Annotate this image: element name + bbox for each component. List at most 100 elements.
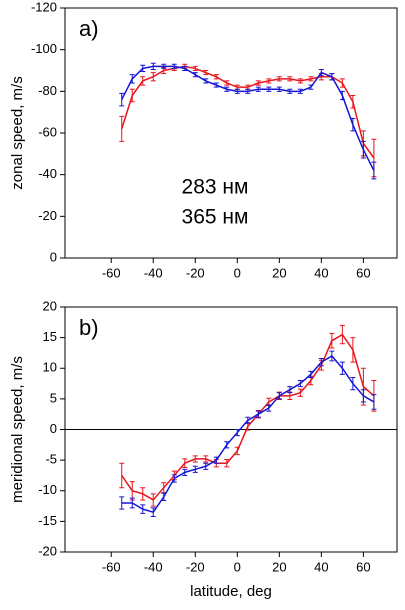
x-tick-label: -40 xyxy=(144,559,163,574)
error-bar xyxy=(339,78,345,88)
series-line xyxy=(121,355,375,514)
error-bar xyxy=(371,394,377,410)
series-line xyxy=(121,65,375,171)
error-bar xyxy=(150,493,156,507)
series-line xyxy=(121,65,375,159)
error-bar xyxy=(287,88,293,94)
x-tick-label: 60 xyxy=(356,265,370,280)
error-bar xyxy=(161,482,167,494)
error-bar xyxy=(350,337,356,363)
error-bar xyxy=(129,497,135,509)
error-bar xyxy=(192,72,198,78)
error-bar xyxy=(234,429,240,437)
error-bar xyxy=(339,90,345,101)
error-bar xyxy=(192,65,198,71)
error-bar xyxy=(339,361,345,375)
error-bar xyxy=(129,74,135,84)
error-bar xyxy=(308,84,314,90)
error-bar xyxy=(245,88,251,94)
error-bar xyxy=(308,76,314,82)
legend-entry: 283 нм xyxy=(182,176,249,199)
error-bar xyxy=(203,70,209,76)
x-tick-label: -40 xyxy=(144,265,163,280)
error-bar xyxy=(203,78,209,84)
error-bar xyxy=(224,80,230,86)
error-bar xyxy=(276,392,282,400)
y-tick-label: -15 xyxy=(38,513,57,528)
error-bar xyxy=(329,350,335,362)
panel-label: a) xyxy=(79,16,99,41)
error-bar xyxy=(276,86,282,92)
x-tick-label: 40 xyxy=(314,559,328,574)
error-bar xyxy=(276,76,282,82)
error-bar xyxy=(287,386,293,394)
error-bar xyxy=(129,88,135,103)
y-axis-title: zonal speed, m/s xyxy=(9,76,26,189)
error-bar xyxy=(192,465,198,473)
error-bar xyxy=(297,88,303,94)
error-bar xyxy=(297,380,303,388)
error-bar xyxy=(266,78,272,84)
error-bar xyxy=(255,410,261,418)
legend-entry: 365 нм xyxy=(182,206,249,229)
x-tick-label: -20 xyxy=(186,559,205,574)
error-bar xyxy=(266,404,272,412)
error-bar xyxy=(119,115,125,142)
y-tick-label: -120 xyxy=(31,0,57,14)
y-tick-label: -10 xyxy=(38,482,57,497)
y-tick-label: -5 xyxy=(45,452,57,467)
error-bar xyxy=(140,487,146,501)
error-bar xyxy=(339,324,345,345)
y-tick-label: 5 xyxy=(50,390,57,405)
error-bar xyxy=(350,117,356,132)
x-tick-label: -60 xyxy=(102,559,121,574)
y-tick-label: 0 xyxy=(50,249,57,264)
y-tick-label: -20 xyxy=(38,208,57,223)
y-tick-label: -80 xyxy=(38,83,57,98)
error-bar xyxy=(140,64,146,73)
error-bar xyxy=(297,78,303,84)
y-tick-label: 20 xyxy=(43,298,57,313)
error-bar xyxy=(192,455,198,463)
y-axis-title: meridional speed, m/s xyxy=(9,356,26,503)
y-tick-label: -100 xyxy=(31,41,57,56)
error-bar xyxy=(213,74,219,80)
x-tick-label: 0 xyxy=(234,265,241,280)
error-bar xyxy=(150,72,156,82)
error-bar xyxy=(224,441,230,449)
error-bar xyxy=(119,496,125,510)
y-tick-label: -60 xyxy=(38,124,57,139)
error-bar xyxy=(245,416,251,424)
error-bar xyxy=(182,458,188,468)
error-bar xyxy=(161,492,167,502)
x-tick-label: 20 xyxy=(272,265,286,280)
error-bar xyxy=(171,63,177,69)
y-tick-label: 0 xyxy=(50,421,57,436)
error-bar xyxy=(329,332,335,349)
y-tick-label: -40 xyxy=(38,166,57,181)
panel-label: b) xyxy=(79,315,99,340)
x-tick-label: -20 xyxy=(186,265,205,280)
error-bar xyxy=(203,462,209,470)
error-bar xyxy=(308,370,314,378)
error-bar xyxy=(119,462,125,489)
error-bar xyxy=(140,76,146,86)
error-bar xyxy=(203,455,209,463)
error-bar xyxy=(213,456,219,464)
error-bar xyxy=(161,63,167,69)
error-bar xyxy=(182,468,188,476)
error-bar xyxy=(150,62,156,70)
error-bar xyxy=(318,357,324,367)
error-bar xyxy=(360,389,366,403)
error-bar xyxy=(150,507,156,517)
error-bar xyxy=(234,88,240,94)
y-tick-label: -20 xyxy=(38,543,57,558)
error-bar xyxy=(350,376,356,391)
y-tick-label: 15 xyxy=(43,329,57,344)
error-bar xyxy=(224,86,230,92)
error-bar xyxy=(360,140,366,159)
error-bar xyxy=(140,504,146,514)
x-tick-label: 0 xyxy=(234,559,241,574)
y-tick-label: 10 xyxy=(43,360,57,375)
